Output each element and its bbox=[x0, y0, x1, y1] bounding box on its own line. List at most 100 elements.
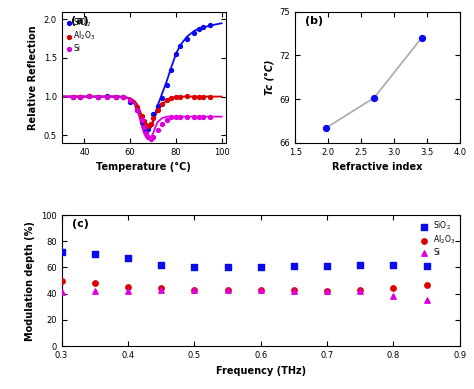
Si bbox=[191, 114, 198, 120]
SiO$_2$ bbox=[195, 26, 202, 32]
Al$_2$O$_3$ bbox=[158, 101, 166, 107]
Si bbox=[158, 121, 166, 127]
SiO$_2$ bbox=[133, 107, 141, 114]
SiO$_2$ bbox=[154, 103, 161, 109]
Al$_2$O$_3$ bbox=[323, 288, 331, 294]
Si bbox=[390, 293, 397, 300]
Si bbox=[423, 297, 430, 303]
Al$_2$O$_3$ bbox=[200, 93, 207, 100]
Si bbox=[157, 287, 165, 293]
Al$_2$O$_3$ bbox=[119, 94, 127, 100]
SiO$_2$ bbox=[76, 93, 84, 100]
SiO$_2$ bbox=[206, 22, 214, 28]
Point bbox=[371, 95, 378, 101]
Si bbox=[200, 114, 207, 120]
Si bbox=[224, 287, 231, 293]
Si bbox=[124, 288, 132, 294]
SiO$_2$ bbox=[127, 99, 134, 105]
Al$_2$O$_3$ bbox=[124, 284, 132, 290]
SiO$_2$ bbox=[390, 262, 397, 268]
Al$_2$O$_3$ bbox=[177, 93, 184, 100]
Text: (c): (c) bbox=[72, 219, 89, 229]
SiO$_2$ bbox=[69, 93, 77, 100]
Y-axis label: Tc (°C): Tc (°C) bbox=[264, 60, 274, 95]
Al$_2$O$_3$ bbox=[58, 277, 65, 284]
Text: (b): (b) bbox=[305, 16, 323, 26]
SiO$_2$ bbox=[94, 93, 102, 100]
SiO$_2$ bbox=[103, 93, 111, 99]
Al$_2$O$_3$ bbox=[91, 280, 99, 286]
Al$_2$O$_3$ bbox=[172, 93, 180, 100]
Si bbox=[195, 114, 202, 120]
Si bbox=[206, 114, 214, 120]
Si bbox=[356, 288, 364, 294]
Point bbox=[418, 35, 425, 41]
Al$_2$O$_3$ bbox=[103, 94, 111, 100]
Point bbox=[322, 125, 329, 131]
Al$_2$O$_3$ bbox=[149, 115, 157, 121]
X-axis label: Refractive index: Refractive index bbox=[332, 162, 423, 172]
SiO$_2$ bbox=[183, 35, 191, 42]
Al$_2$O$_3$ bbox=[94, 93, 102, 100]
SiO$_2$ bbox=[290, 263, 298, 269]
Si bbox=[142, 130, 150, 136]
Si bbox=[257, 287, 264, 293]
SiO$_2$ bbox=[124, 255, 132, 261]
Si bbox=[91, 288, 99, 294]
SiO$_2$ bbox=[140, 124, 148, 131]
X-axis label: Frequency (THz): Frequency (THz) bbox=[216, 366, 306, 376]
Si bbox=[69, 93, 77, 100]
SiO$_2$ bbox=[323, 263, 331, 269]
Si bbox=[94, 93, 102, 100]
Si bbox=[140, 124, 148, 131]
SiO$_2$ bbox=[119, 94, 127, 100]
X-axis label: Temperature (°C): Temperature (°C) bbox=[96, 162, 191, 172]
SiO$_2$ bbox=[85, 93, 93, 99]
SiO$_2$ bbox=[145, 126, 152, 132]
Legend: SiO$_2$, Al$_2$O$_3$, Si: SiO$_2$, Al$_2$O$_3$, Si bbox=[416, 219, 456, 258]
Si bbox=[127, 97, 134, 103]
Al$_2$O$_3$ bbox=[157, 286, 165, 292]
Y-axis label: Modulation depth (%): Modulation depth (%) bbox=[26, 221, 36, 340]
SiO$_2$ bbox=[158, 95, 166, 101]
Al$_2$O$_3$ bbox=[76, 93, 84, 100]
Si bbox=[290, 288, 298, 294]
Si bbox=[103, 94, 111, 100]
SiO$_2$ bbox=[224, 265, 231, 271]
Si bbox=[191, 287, 198, 293]
Si bbox=[58, 289, 65, 296]
Al$_2$O$_3$ bbox=[257, 287, 264, 293]
Si bbox=[172, 114, 180, 120]
Al$_2$O$_3$ bbox=[290, 287, 298, 293]
Al$_2$O$_3$ bbox=[167, 95, 175, 101]
SiO$_2$ bbox=[58, 249, 65, 255]
SiO$_2$ bbox=[138, 119, 146, 125]
Al$_2$O$_3$ bbox=[206, 93, 214, 100]
Text: (a): (a) bbox=[72, 16, 89, 26]
SiO$_2$ bbox=[172, 51, 180, 57]
Al$_2$O$_3$ bbox=[133, 103, 141, 110]
Al$_2$O$_3$ bbox=[147, 121, 155, 127]
SiO$_2$ bbox=[257, 265, 264, 271]
Si bbox=[76, 93, 84, 100]
Si bbox=[138, 117, 146, 124]
Si bbox=[119, 94, 127, 100]
SiO$_2$ bbox=[423, 263, 430, 269]
Al$_2$O$_3$ bbox=[69, 93, 77, 100]
Al$_2$O$_3$ bbox=[140, 118, 148, 124]
SiO$_2$ bbox=[142, 128, 150, 134]
Si bbox=[147, 136, 155, 142]
Al$_2$O$_3$ bbox=[224, 287, 231, 293]
SiO$_2$ bbox=[191, 265, 198, 271]
SiO$_2$ bbox=[167, 67, 175, 73]
SiO$_2$ bbox=[91, 251, 99, 258]
Si bbox=[149, 133, 157, 140]
Si bbox=[154, 127, 161, 133]
SiO$_2$ bbox=[157, 262, 165, 268]
Al$_2$O$_3$ bbox=[191, 93, 198, 100]
Al$_2$O$_3$ bbox=[85, 93, 93, 99]
Al$_2$O$_3$ bbox=[145, 123, 152, 129]
Al$_2$O$_3$ bbox=[163, 97, 171, 103]
Al$_2$O$_3$ bbox=[113, 94, 120, 100]
Al$_2$O$_3$ bbox=[423, 281, 430, 287]
